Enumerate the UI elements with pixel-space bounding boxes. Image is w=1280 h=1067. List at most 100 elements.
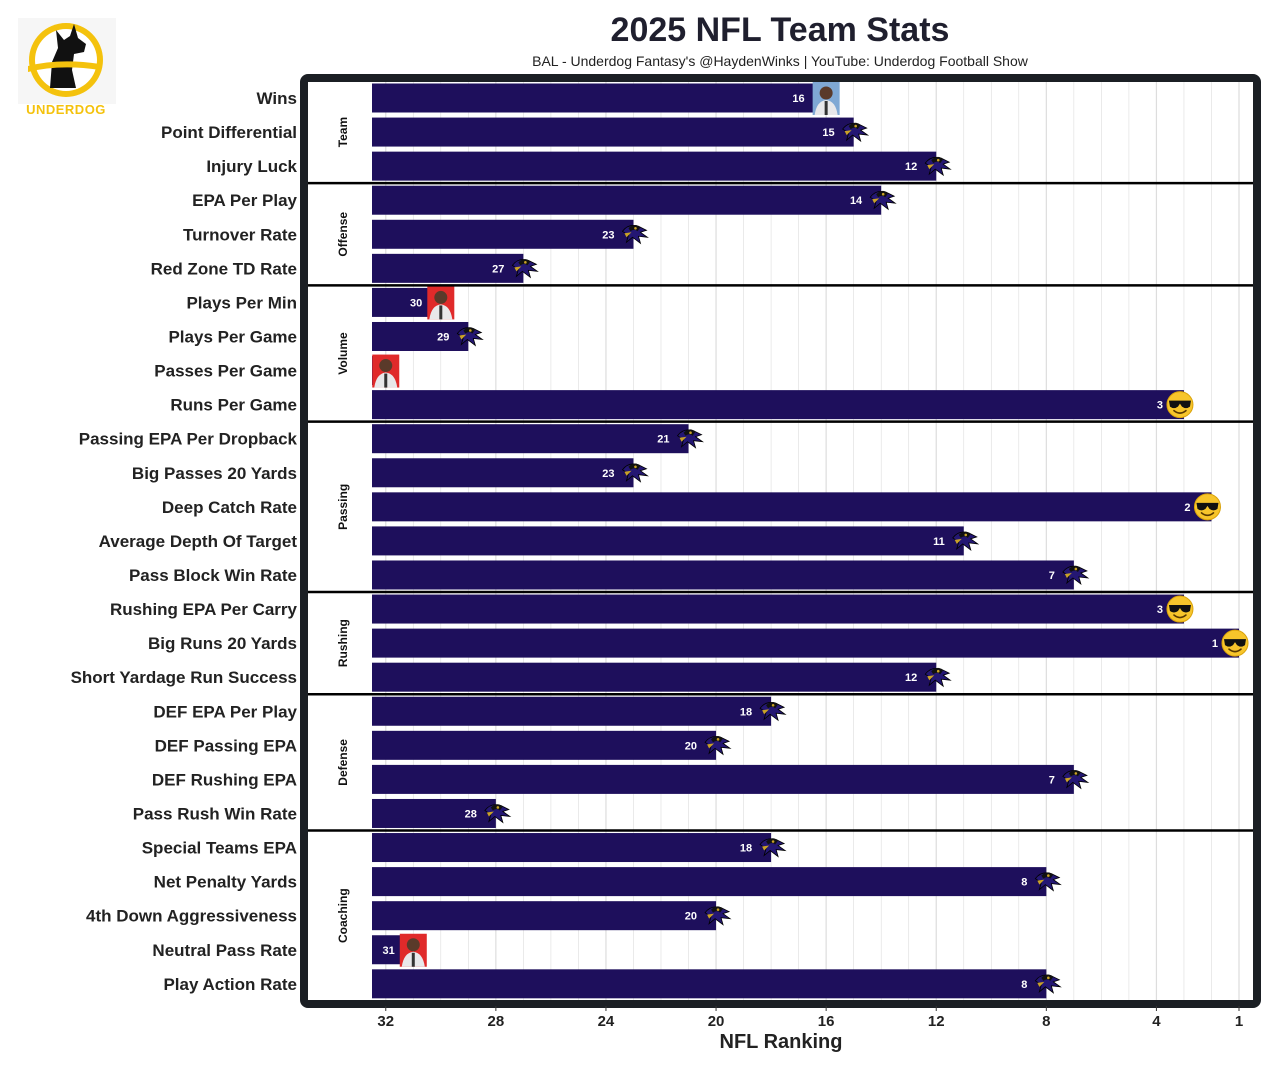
bar-row: 18 <box>372 696 787 726</box>
row-label: Big Runs 20 Yards <box>148 634 297 653</box>
bar-row: 8 <box>372 969 1062 999</box>
value-label: 14 <box>850 195 863 207</box>
emoji-smile <box>1200 512 1215 517</box>
group-label: Volume <box>336 332 350 375</box>
ravens-beak <box>1064 777 1072 783</box>
bar <box>372 492 1212 522</box>
row-label: 4th Down Aggressiveness <box>86 907 297 926</box>
bar-row: 31 <box>372 933 427 967</box>
bar-row: 2 <box>372 492 1221 522</box>
value-label: 27 <box>492 263 504 275</box>
value-label: 23 <box>602 468 614 480</box>
value-label: 18 <box>740 706 752 718</box>
bar-row: 21 <box>372 424 705 454</box>
value-label: 3 <box>1157 400 1163 412</box>
row-label: Deep Catch Rate <box>162 498 297 517</box>
value-label: 23 <box>602 229 614 241</box>
ravens-eye <box>854 124 857 128</box>
bar-row: 29 <box>372 321 484 351</box>
bar-row: 7 <box>372 560 1090 590</box>
sunglasses-emoji-icon <box>1193 493 1221 521</box>
sunglasses-emoji-icon <box>1166 595 1194 623</box>
ravens-logo-icon <box>759 701 787 722</box>
bar <box>372 526 964 556</box>
ravens-logo-icon <box>1034 872 1062 892</box>
value-label: 31 <box>383 945 395 957</box>
logo-swoosh <box>28 61 100 72</box>
ravens-eye <box>496 806 500 809</box>
sad-face-photo <box>427 286 455 320</box>
ravens-logo-icon <box>869 190 897 211</box>
bar-row: 20 <box>372 901 732 931</box>
ravens-logo-icon <box>456 327 484 347</box>
group-label: Defense <box>336 739 350 786</box>
row-label: Rushing EPA Per Carry <box>110 600 298 619</box>
row-label: Short Yardage Run Success <box>71 668 297 687</box>
bar-row: 15 <box>372 117 870 147</box>
bar <box>372 696 772 726</box>
ravens-beak <box>872 198 880 204</box>
bar <box>372 594 1184 624</box>
logo-text: UNDERDOG <box>26 102 106 117</box>
bars: 1615121423273029232123211731121820728188… <box>361 82 1249 999</box>
value-label: 8 <box>1021 877 1027 889</box>
row-label: Big Passes 20 Yards <box>132 464 297 483</box>
ravens-beak <box>707 743 715 749</box>
row-label: Neutral Pass Rate <box>152 941 297 960</box>
bar-row: 18 <box>372 833 787 863</box>
x-tick-label: 32 <box>377 1013 394 1030</box>
bar-row: 2 <box>361 354 400 388</box>
ravens-eye <box>1047 874 1050 877</box>
dog-icon <box>50 24 86 88</box>
row-label: Wins <box>257 89 297 108</box>
row-label: Plays Per Min <box>186 293 297 312</box>
bar <box>372 151 937 181</box>
ravens-eye <box>469 329 472 332</box>
ravens-logo-icon <box>759 838 787 858</box>
row-label: Turnover Rate <box>183 225 297 244</box>
bar <box>372 730 717 760</box>
value-label: 20 <box>685 911 697 923</box>
ravens-eye <box>1074 772 1078 775</box>
ravens-beak <box>1037 879 1045 885</box>
value-label: 2 <box>1184 502 1190 514</box>
ravens-eye <box>936 669 940 673</box>
ravens-logo-icon <box>1062 770 1090 790</box>
bar-row: 12 <box>372 151 952 181</box>
row-label: Point Differential <box>161 123 297 142</box>
row-label: Red Zone TD Rate <box>151 259 297 278</box>
value-label: 8 <box>1021 979 1027 991</box>
x-axis-label: NFL Ranking <box>720 1031 843 1053</box>
sad-face-photo <box>372 354 400 388</box>
bar <box>372 628 1239 658</box>
bar-row: 23 <box>372 458 649 488</box>
ravens-beak <box>927 164 935 170</box>
ravens-logo-icon <box>621 225 649 245</box>
value-label: 3 <box>1157 604 1163 616</box>
value-label: 12 <box>905 672 917 684</box>
row-label: DEF Rushing EPA <box>152 770 297 789</box>
ravens-beak <box>762 845 770 851</box>
value-label: 28 <box>465 808 477 820</box>
ravens-beak <box>1037 981 1045 987</box>
emoji-sunglasses <box>1168 605 1191 613</box>
bar <box>372 390 1184 420</box>
ravens-eye <box>689 431 692 434</box>
ravens-logo-icon <box>676 429 705 449</box>
sunglasses-emoji-icon <box>1221 629 1249 657</box>
photo-head <box>379 359 393 373</box>
x-tick-label: 24 <box>598 1013 615 1030</box>
ravens-eye <box>771 840 775 843</box>
photo-tie <box>439 305 443 320</box>
ravens-logo-icon <box>952 531 980 551</box>
value-label: 29 <box>437 331 449 343</box>
group-label: Rushing <box>336 619 350 667</box>
bar <box>372 321 469 351</box>
bar-row: 7 <box>372 764 1090 794</box>
ravens-logo-icon <box>511 259 539 279</box>
ravens-beak <box>707 913 715 919</box>
chart-title: 2025 NFL Team Stats <box>611 11 950 49</box>
row-label: Play Action Rate <box>163 975 297 994</box>
ravens-eye <box>716 738 720 741</box>
ravens-eye <box>1047 976 1050 980</box>
